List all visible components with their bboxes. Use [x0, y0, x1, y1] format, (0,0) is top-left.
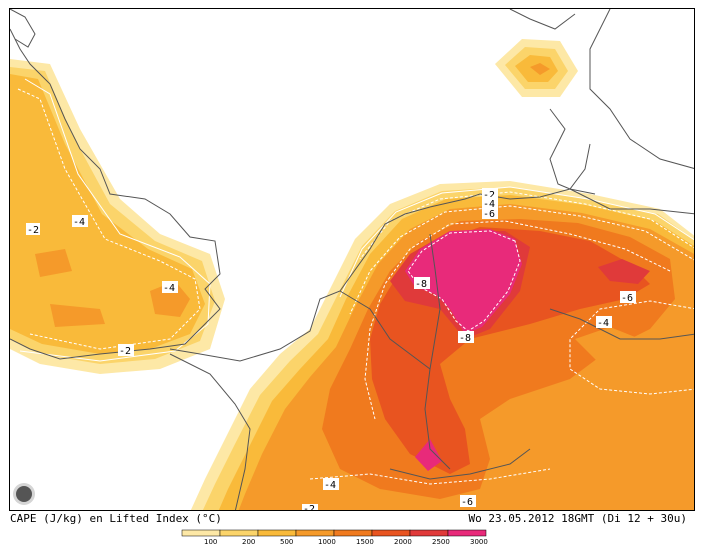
border-czech: [549, 308, 694, 340]
border-east: [569, 188, 694, 215]
li-contour-solid: [339, 186, 694, 298]
legend-swatch: [257, 529, 297, 537]
uk-cape-band-500: [10, 74, 205, 354]
uk-cape-region: [10, 59, 225, 374]
legend-tick-label: 1500: [356, 538, 374, 545]
legend-swatch: [371, 529, 411, 537]
li-label-uk-east: -4: [163, 283, 175, 294]
norway-band-1000: [530, 63, 550, 75]
uk-cape-band-1000-c: [150, 281, 190, 317]
li-label-south-west: -4: [324, 480, 336, 491]
li-label-core-south: -8: [459, 333, 471, 344]
li-contour-minus8: [407, 230, 521, 332]
li-label-north-top: -2: [483, 190, 495, 201]
legend-swatch: [181, 529, 221, 537]
uk-li-contour: [17, 88, 201, 350]
uk-cape-band-1000-b: [50, 304, 105, 327]
scotland-coastline: [10, 9, 36, 48]
sweden-coastline: [589, 9, 694, 169]
continent-band-1000-east: [575, 327, 640, 364]
li-label-north-mid: -4: [483, 199, 495, 210]
legend-tick-label: 1000: [318, 538, 336, 545]
li-label-south-corner: -2: [303, 504, 315, 511]
legend-swatch: [295, 529, 335, 537]
li-label-south-east: -6: [461, 497, 473, 508]
map-title: CAPE (J/kg) en Lifted Index (°C): [10, 512, 222, 525]
legend-swatch: [333, 529, 373, 537]
li-label-uk-south: -2: [119, 346, 131, 357]
legend-swatches: [181, 529, 487, 537]
li-label-north-low: -6: [483, 209, 495, 220]
continent-cape-region: [190, 181, 694, 510]
legend-swatch: [409, 529, 449, 537]
legend-tick-label: 3000: [470, 538, 488, 545]
li-labels: -2 -4 -4 -2 -2 -4 -6 -8 -8 -6 -4 -4 -2 -…: [26, 188, 636, 511]
continent-band-2000-ne: [598, 259, 650, 284]
norway-coastline: [509, 9, 576, 30]
legend-tick-label: 200: [242, 538, 255, 545]
norway-cape-blob: [495, 39, 578, 97]
cape-map: -2 -4 -4 -2 -2 -4 -6 -8 -8 -6 -4 -4 -2 -…: [10, 9, 694, 511]
li-contour-east: [569, 300, 694, 395]
legend-swatch: [447, 529, 487, 537]
li-contour-south: [309, 468, 551, 485]
legend-tick-label: 500: [280, 538, 293, 545]
border-swiss: [389, 448, 531, 480]
denmark-coastline: [549, 108, 591, 190]
legend-tick-label: 2500: [432, 538, 450, 545]
legend-ticks: 100 200 500 1000 1500 2000 2500 3000: [204, 538, 488, 545]
border-germany-west: [424, 233, 451, 470]
continent-band-3000-south: [415, 439, 442, 471]
continent-band-3000: [405, 229, 522, 334]
legend-swatch: [219, 529, 259, 537]
uk-cape-band-1000: [35, 249, 72, 277]
brittany-coastline: [169, 353, 251, 510]
li-label-east-lower: -4: [597, 318, 609, 329]
france-coastline: [169, 206, 431, 362]
legend-tick-label: 100: [204, 538, 217, 545]
color-legend: 100 200 500 1000 1500 2000 2500 3000: [181, 529, 488, 545]
li-contour-minus4: [349, 205, 694, 315]
li-label-core-west: -8: [415, 279, 427, 290]
legend-tick-label: 2000: [394, 538, 412, 545]
li-label-east-upper: -6: [621, 293, 633, 304]
border-france-belgium: [339, 290, 431, 370]
li-label-uk-center: -4: [73, 217, 85, 228]
logo-icon: [13, 483, 35, 505]
valid-time: Wo 23.05.2012 18GMT (Di 12 + 30u): [468, 512, 687, 525]
map-frame: -2 -4 -4 -2 -2 -4 -6 -8 -8 -6 -4 -4 -2 -…: [9, 8, 695, 511]
uk-li-contour-2: [19, 78, 211, 362]
li-label-uk-west: -2: [27, 225, 39, 236]
